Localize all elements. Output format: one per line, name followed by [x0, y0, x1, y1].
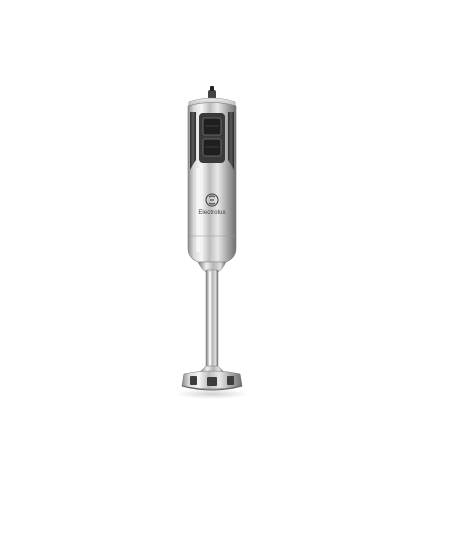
body-highlight — [196, 168, 200, 252]
electrolux-logo-icon — [205, 193, 219, 207]
brand-wordmark: Electrolux — [198, 210, 225, 216]
control-panel — [199, 113, 225, 163]
blade-guard — [181, 365, 243, 391]
speed-button-bottom — [202, 138, 222, 157]
brand-logo: Electrolux — [198, 193, 226, 216]
floor-shadow — [176, 389, 248, 399]
cord-connector — [208, 86, 216, 99]
blender-shaft — [205, 269, 219, 369]
grip-right — [228, 112, 234, 170]
grip-left — [190, 112, 196, 170]
speed-button-top — [202, 117, 222, 136]
